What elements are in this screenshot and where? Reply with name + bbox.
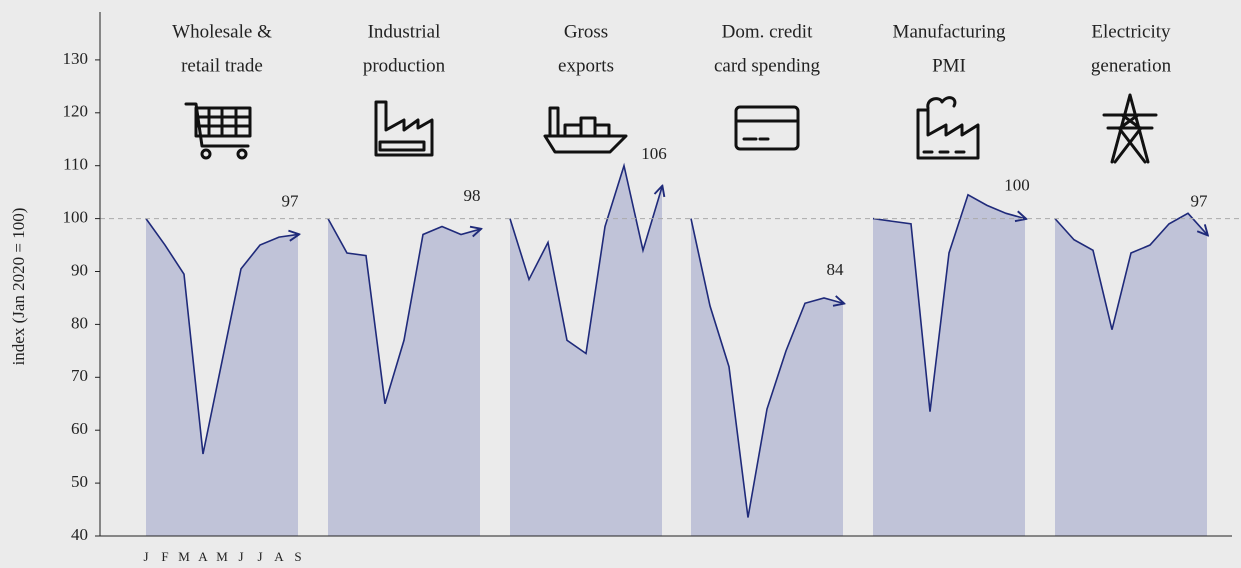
data-label: 97 [1191,191,1209,210]
line [509,162,662,355]
area [510,165,662,536]
data-label: 97 [282,191,300,210]
line [327,218,480,404]
pmi-factory-icon [916,96,980,160]
panel-title: retail trade [181,55,263,76]
panel-title: Dom. credit [722,21,813,42]
area [1055,213,1207,536]
y-tick-label: 50 [71,472,88,491]
panel-title: exports [558,55,614,76]
card-icon [734,105,800,151]
y-tick-label: 40 [71,525,88,544]
data-label: 100 [1004,176,1030,195]
area [691,218,843,536]
x-tick-label: A [274,549,284,564]
x-tick-label: S [294,549,301,564]
data-label: 98 [464,186,481,205]
x-tick-label: J [143,549,148,564]
data-label: 106 [641,144,667,163]
panel-title: Gross [564,21,608,42]
area [146,218,298,536]
panel-title: Manufacturing [893,21,1006,42]
panel-title: Electricity [1091,21,1171,42]
panel-title: production [363,55,446,76]
x-tick-label: J [238,549,243,564]
line [690,218,843,518]
panel-title: Industrial [368,21,441,42]
y-axis-label: index (Jan 2020 = 100) [9,208,28,366]
x-tick-label: F [161,549,168,564]
x-tick-label: M [216,549,228,564]
cart-icon [184,102,252,160]
ship-icon [543,106,628,154]
x-tick-label: J [257,549,262,564]
y-tick-label: 80 [71,313,88,332]
y-tick-label: 130 [63,49,89,68]
x-tick-label: A [198,549,208,564]
line [1054,212,1207,330]
y-tick-label: 90 [71,260,88,279]
y-tick-label: 100 [63,208,89,227]
line [872,193,1025,412]
panel-title: Wholesale & [172,21,272,42]
panel-title: generation [1091,55,1172,76]
y-tick-label: 60 [71,419,88,438]
factory-icon [374,100,434,157]
line [145,218,298,455]
area [873,194,1025,537]
pylon-icon [1102,93,1158,164]
icons [184,93,1158,164]
panel-title: card spending [714,55,821,76]
panel-title: PMI [932,55,966,76]
data-label: 84 [827,260,845,279]
x-tick-label: M [178,549,190,564]
y-tick-label: 70 [71,366,88,385]
y-tick-label: 110 [63,155,88,174]
y-tick-label: 120 [63,102,89,121]
area [328,218,480,536]
